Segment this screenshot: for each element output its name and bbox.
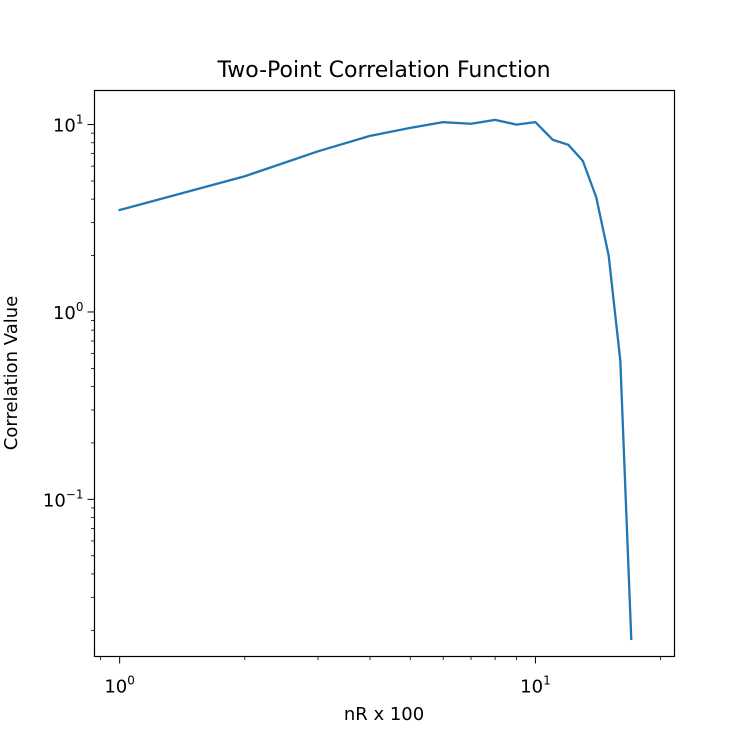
x-tick-label-base: 10 bbox=[520, 677, 543, 698]
y-tick-label-exponent: −1 bbox=[66, 487, 84, 501]
series-line bbox=[118, 118, 633, 641]
series-layer bbox=[118, 118, 633, 641]
plot-frame bbox=[93, 89, 676, 658]
y-tick-label: 10−1 bbox=[43, 487, 84, 511]
y-axis-label: Correlation Value bbox=[1, 296, 22, 450]
y-tick-label-base: 10 bbox=[53, 303, 76, 324]
y-tick-label-exponent: 1 bbox=[76, 113, 84, 127]
x-tick-label: 100 bbox=[104, 674, 135, 698]
x-tick-label-exponent: 0 bbox=[127, 674, 135, 688]
x-tick-label-base: 10 bbox=[104, 677, 127, 698]
y-tick-label: 100 bbox=[53, 300, 84, 324]
y-tick-label: 101 bbox=[53, 113, 84, 137]
y-tick-label-base: 10 bbox=[43, 490, 66, 511]
x-axis-label: nR x 100 bbox=[344, 704, 424, 725]
x-tick-label: 101 bbox=[520, 674, 551, 698]
x-tick-label-exponent: 1 bbox=[543, 674, 551, 688]
chart-title: Two-Point Correlation Function bbox=[216, 58, 550, 83]
y-tick-label-exponent: 0 bbox=[76, 300, 84, 314]
y-tick-label-base: 10 bbox=[53, 116, 76, 137]
